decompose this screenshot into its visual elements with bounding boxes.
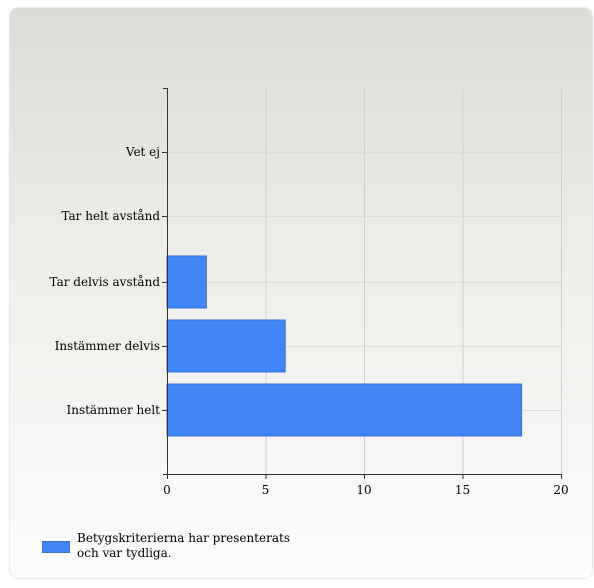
axes xyxy=(162,88,562,479)
x-tick-label: 15 xyxy=(455,483,470,497)
y-tick-label: Vet ej xyxy=(125,145,160,159)
x-tick-label: 20 xyxy=(553,483,568,497)
x-tick-label: 10 xyxy=(356,483,371,497)
bar xyxy=(166,319,286,373)
x-tick-label: 0 xyxy=(163,483,171,497)
bar xyxy=(166,255,207,309)
legend-label: Betygskriterierna har presenterats och v… xyxy=(77,531,290,560)
y-tick-label: Tar delvis avstånd xyxy=(50,274,161,289)
legend-swatch xyxy=(42,541,70,553)
bars xyxy=(166,255,523,437)
y-tick-labels: Vet ej Tar helt avstånd Tar delvis avstånd… xyxy=(50,145,161,417)
y-tick-label: Tar helt avstånd xyxy=(61,208,160,223)
x-tick-labels: 0 5 10 15 20 xyxy=(163,483,568,497)
y-tick-label: Instämmer helt xyxy=(66,403,160,417)
y-tick-label: Instämmer delvis xyxy=(55,339,160,353)
chart-panel xyxy=(10,8,592,578)
bar xyxy=(166,383,523,437)
x-tick-label: 5 xyxy=(262,483,270,497)
